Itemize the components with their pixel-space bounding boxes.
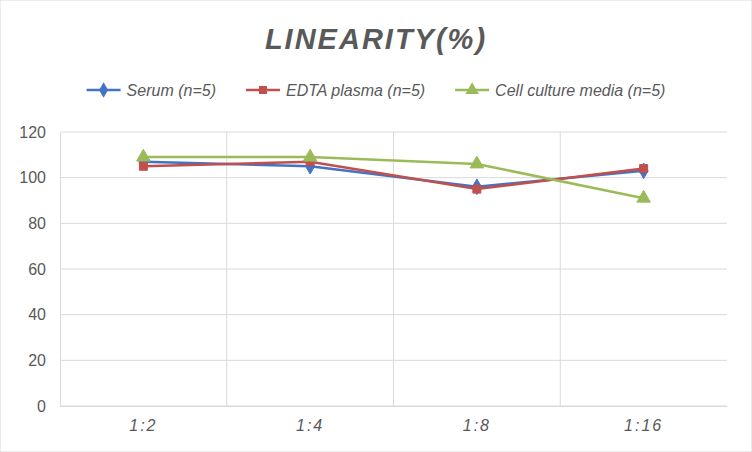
- x-tick: 1:2: [129, 406, 157, 434]
- y-tick: 40: [28, 306, 60, 323]
- x-tick: 1:16: [624, 406, 663, 434]
- category-divider: [393, 132, 394, 406]
- series-marker: [139, 162, 147, 170]
- series-marker: [473, 185, 481, 193]
- legend-item: Cell culture media (n=5): [455, 82, 665, 99]
- legend-swatch-marker: [259, 86, 267, 94]
- category-divider: [226, 132, 227, 406]
- legend-swatch-marker: [465, 82, 479, 94]
- x-tick: 1:8: [463, 406, 491, 434]
- y-tick: 0: [37, 398, 60, 415]
- x-tick-label: 1:2: [129, 417, 157, 434]
- series-marker: [472, 179, 481, 195]
- y-tick-label: 80: [28, 215, 46, 232]
- y-tick-label: 60: [28, 261, 46, 278]
- y-tick-label: 120: [19, 124, 46, 141]
- legend-swatch-marker: [99, 82, 108, 98]
- y-tick: 80: [28, 215, 60, 232]
- x-tick-label: 1:4: [296, 417, 324, 434]
- y-tick-label: 20: [28, 352, 46, 369]
- series-marker: [640, 165, 648, 173]
- y-tick: 20: [28, 352, 60, 369]
- series-marker: [470, 156, 484, 168]
- x-tick: 1:4: [296, 406, 324, 434]
- y-tick: 100: [19, 169, 60, 186]
- category-divider: [560, 132, 561, 406]
- legend-label: Cell culture media (n=5): [495, 82, 665, 99]
- legend-item: Serum (n=5): [87, 82, 216, 99]
- y-tick-label: 100: [19, 169, 46, 186]
- y-axis: 0 20 40 60 80 100 120: [19, 124, 60, 415]
- y-tick: 120: [19, 124, 60, 141]
- series-marker: [137, 149, 151, 161]
- chart: 0 20 40 60 80 100 120 1:2 1:4 1:8 1:16 LINEARITY(%)…: [0, 0, 752, 452]
- series-marker: [303, 149, 317, 161]
- series-marker: [637, 190, 651, 202]
- y-tick: 60: [28, 261, 60, 278]
- series-line: [143, 157, 643, 198]
- x-tick-label: 1:8: [463, 417, 491, 434]
- legend-item: EDTA plasma (n=5): [246, 82, 425, 99]
- x-tick-label: 1:16: [624, 417, 663, 434]
- y-tick-label: 0: [37, 398, 46, 415]
- x-axis-line: [61, 406, 728, 407]
- legend: Serum (n=5) EDTA plasma (n=5) Cell culture…: [87, 82, 666, 99]
- series-group: [137, 149, 651, 202]
- series-marker: [639, 163, 648, 179]
- x-axis: 1:2 1:4 1:8 1:16: [61, 406, 728, 434]
- legend-label: EDTA plasma (n=5): [286, 82, 425, 99]
- series-line: [143, 162, 643, 189]
- plot: 0 20 40 60 80 100 120 1:2 1:4 1:8 1:16: [19, 124, 727, 435]
- y-axis-line: [60, 133, 61, 407]
- chart-title: LINEARITY(%): [265, 23, 487, 55]
- legend-label: Serum (n=5): [127, 82, 216, 99]
- y-tick-label: 40: [28, 306, 46, 323]
- background: [0, 0, 752, 452]
